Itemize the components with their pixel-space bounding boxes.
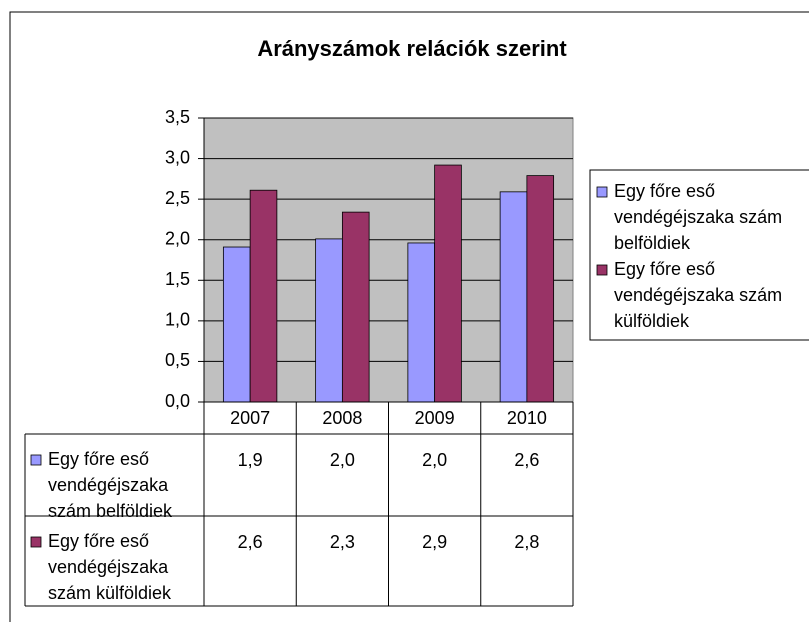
y-tick-label: 2,0	[165, 228, 190, 248]
table-value: 1,9	[238, 450, 263, 470]
table-row-label: Egy főre eső vendégéjszaka szám belföldi…	[48, 449, 173, 521]
bar	[526, 175, 555, 403]
y-tick-label: 3,0	[165, 147, 190, 167]
legend-key	[30, 454, 42, 466]
x-tick-label: 2007	[230, 408, 270, 428]
y-tick-label: 3,5	[165, 107, 190, 127]
table-value: 2,8	[514, 532, 539, 552]
x-tick-label: 2008	[322, 408, 362, 428]
table-value: 2,0	[330, 450, 355, 470]
legend-key	[596, 186, 608, 198]
legend-label: Egy főre eső vendégéjszaka szám külföldi…	[614, 259, 783, 331]
legend-box	[589, 169, 809, 341]
legend-label: Egy főre eső vendégéjszaka szám belföldi…	[614, 181, 783, 253]
bar	[434, 164, 462, 403]
bar	[249, 189, 278, 403]
x-tick-label: 2009	[415, 408, 455, 428]
chart-title: Arányszámok relációk szerint	[257, 36, 567, 61]
y-tick-label: 0,0	[165, 391, 190, 411]
bar	[315, 238, 343, 403]
bar	[222, 246, 251, 403]
y-tick-label: 1,0	[165, 310, 190, 330]
y-tick-label: 2,5	[165, 188, 190, 208]
table-value: 2,3	[330, 532, 355, 552]
bar	[407, 242, 436, 403]
y-tick-label: 0,5	[165, 350, 190, 370]
legend-key	[30, 536, 42, 548]
table-value: 2,6	[514, 450, 539, 470]
table-row-label: Egy főre eső vendégéjszaka szám külföldi…	[48, 531, 172, 603]
bar	[341, 211, 370, 403]
table-value: 2,9	[422, 532, 447, 552]
bar	[499, 191, 528, 403]
table-value: 2,6	[238, 532, 263, 552]
table-value: 2,0	[422, 450, 447, 470]
y-tick-label: 1,5	[165, 269, 190, 289]
x-tick-label: 2010	[507, 408, 547, 428]
legend-key	[596, 264, 608, 276]
